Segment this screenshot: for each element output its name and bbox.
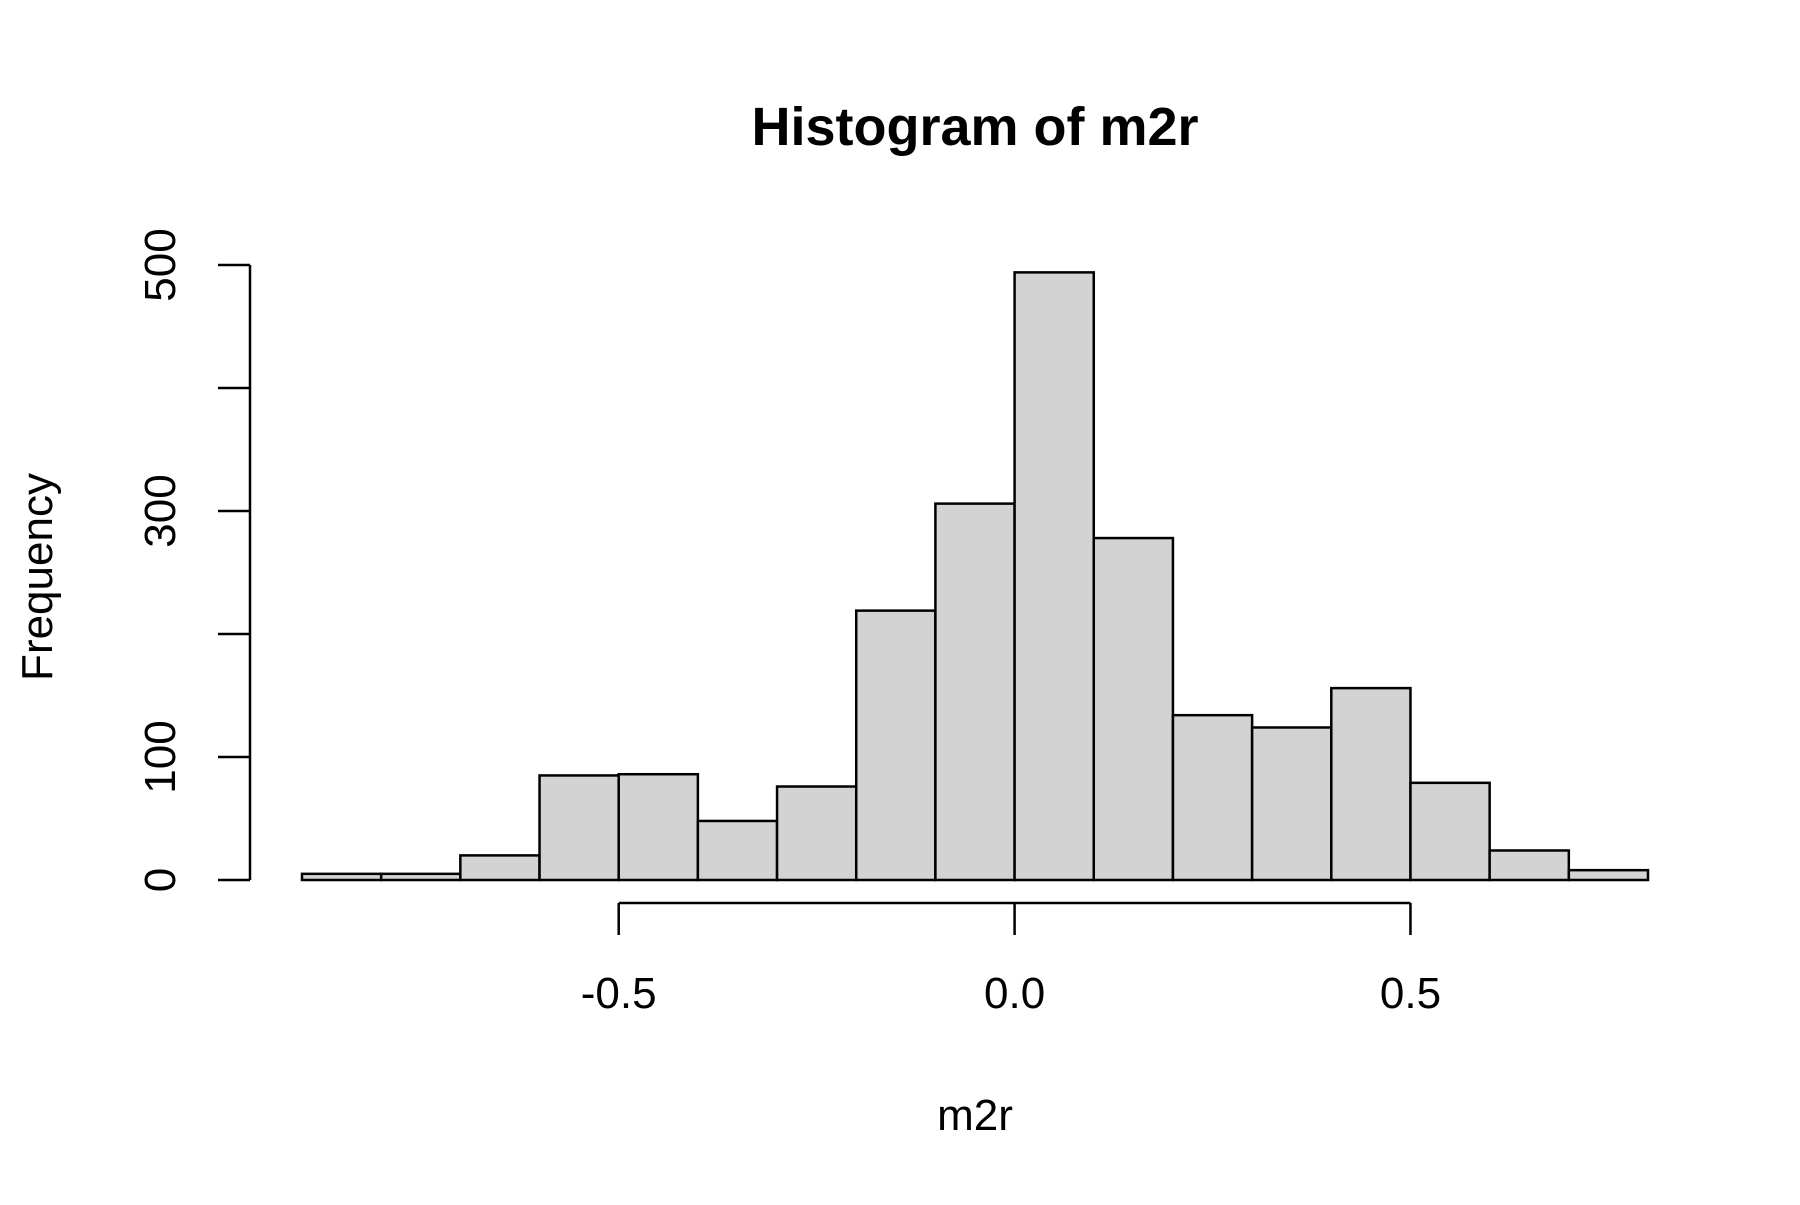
histogram-bar bbox=[934, 502, 1016, 882]
histogram-bar bbox=[1330, 686, 1412, 882]
bars-group bbox=[300, 271, 1650, 882]
histogram-bar bbox=[1092, 536, 1175, 882]
histogram-bar bbox=[854, 609, 937, 882]
x-tick-label: 0.0 bbox=[984, 969, 1045, 1018]
histogram-bar bbox=[459, 854, 541, 882]
histogram-bar bbox=[300, 872, 383, 882]
histogram-bar bbox=[379, 872, 462, 882]
histogram-bar bbox=[1013, 271, 1096, 882]
histogram-bar bbox=[775, 785, 858, 882]
histogram-bar bbox=[696, 819, 779, 882]
y-tick-label: 500 bbox=[136, 228, 185, 301]
y-tick-label: 300 bbox=[136, 474, 185, 547]
y-axis-label: Frequency bbox=[13, 473, 62, 681]
chart-title: Histogram of m2r bbox=[751, 97, 1198, 157]
histogram-bar bbox=[1250, 726, 1333, 882]
histogram-bar bbox=[1567, 868, 1650, 882]
histogram-bar bbox=[538, 774, 620, 882]
histogram-bar bbox=[1409, 781, 1491, 882]
y-axis: 0 100 300 500 bbox=[136, 228, 252, 892]
histogram-bar bbox=[1488, 849, 1571, 882]
x-tick-label: 0.5 bbox=[1380, 969, 1441, 1018]
x-tick-label: -0.5 bbox=[581, 969, 657, 1018]
x-axis-label: m2r bbox=[937, 1091, 1013, 1140]
histogram-bar bbox=[1171, 713, 1254, 882]
histogram-bar bbox=[617, 772, 700, 882]
y-tick-label: 100 bbox=[136, 720, 185, 793]
x-axis: -0.5 0.0 0.5 bbox=[581, 901, 1441, 1018]
y-tick-label: 0 bbox=[136, 868, 185, 892]
